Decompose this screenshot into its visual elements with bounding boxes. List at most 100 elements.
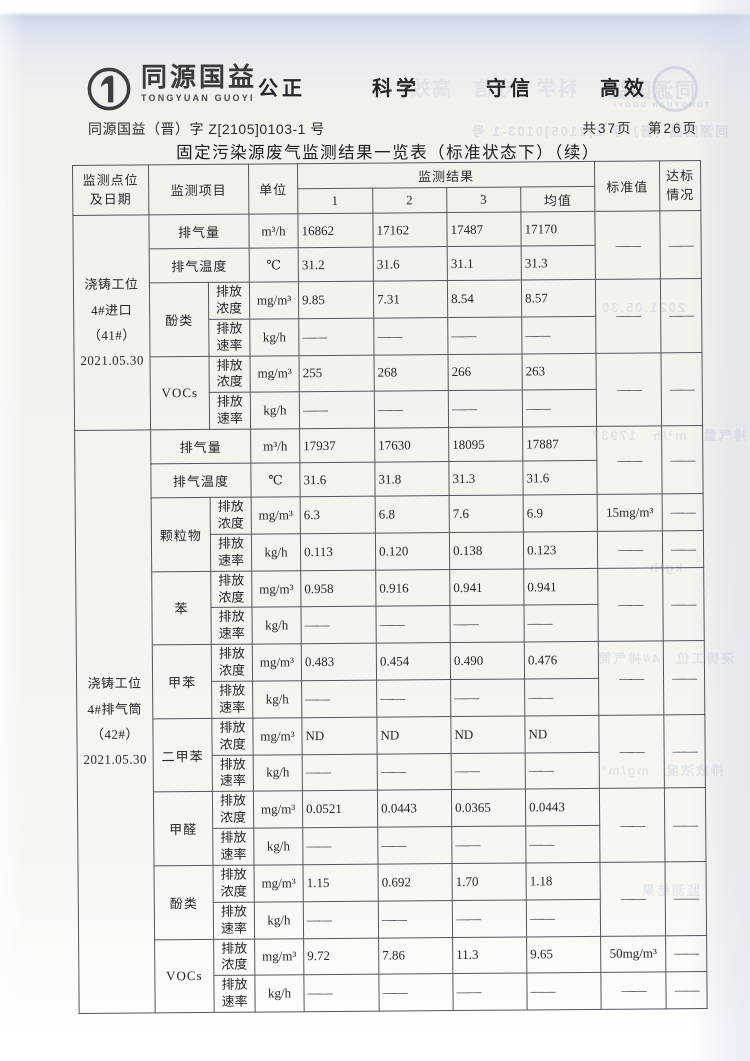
compliance-cell: —— (662, 530, 704, 568)
metric-label-cell: 排放 浓度 (213, 938, 255, 976)
unit-cell: m³/h (248, 213, 299, 249)
compliance-cell: —— (662, 493, 704, 531)
unit-cell: kg/h (251, 607, 302, 645)
value-cell: 255 (299, 354, 375, 393)
value-cell: —— (449, 605, 525, 643)
col-header-point: 监测点位 及日期 (72, 164, 149, 216)
value-cell: 0.138 (449, 531, 524, 570)
value-cell: —— (522, 389, 597, 428)
col-header-compliance: 达标 情况 (659, 160, 701, 211)
pollutant-name-cell: VOCs (150, 355, 210, 431)
compliance-cell: —— (660, 278, 703, 353)
slogan-science: 科学 (372, 78, 420, 100)
col-header-result-4: 均值 (520, 186, 595, 212)
item-cell: 排气量 (150, 429, 251, 465)
metric-label-cell: 排放 浓度 (210, 570, 252, 608)
value-cell: 9.72 (303, 937, 379, 975)
logo-text: 同源国益 (141, 62, 258, 92)
compliance-cell: —— (663, 714, 706, 789)
pollutant-name-cell: 颗粒物 (151, 497, 211, 572)
metric-label-cell: 排放 浓度 (210, 497, 252, 535)
value-cell: —— (376, 679, 451, 717)
metric-label-cell: 排放 浓度 (213, 865, 255, 903)
unit-cell: kg/h (249, 318, 300, 356)
value-cell: 18095 (448, 427, 523, 462)
value-cell: ND (376, 716, 452, 754)
value-cell: 0.490 (450, 642, 525, 680)
unit-cell: kg/h (252, 680, 302, 718)
unit-cell: kg/h (250, 392, 300, 430)
value-cell: 0.454 (376, 642, 451, 681)
location-cell: 浇铸工位 4#排气筒 （42#） 2021.05.30 (74, 430, 156, 1014)
value-cell: 266 (448, 353, 523, 391)
metric-label-cell: 排放 速率 (212, 828, 255, 866)
metric-label-cell: 排放 速率 (210, 607, 253, 645)
unit-cell: kg/h (253, 827, 304, 866)
value-cell: —— (299, 391, 375, 429)
value-cell: ND (301, 716, 378, 755)
value-cell: 0.113 (300, 533, 376, 571)
slogan-row: 公正 科学 守信 高效 (258, 72, 648, 101)
company-logo: 同源国益 TONGYUAN GUOYI (86, 62, 258, 114)
compliance-cell: —— (665, 935, 707, 973)
value-cell: —— (298, 317, 375, 356)
pollutant-name-cell: VOCs (154, 938, 215, 1013)
unit-cell: kg/h (254, 901, 304, 939)
standard-cell: —— (598, 641, 664, 716)
value-cell: 0.958 (300, 569, 376, 608)
compliance-cell: —— (661, 425, 704, 495)
value-cell: 7.31 (373, 280, 448, 318)
logo-subtext: TONGYUAN GUOYI (141, 93, 255, 104)
value-cell: —— (452, 973, 528, 1011)
value-cell: 1.15 (303, 864, 379, 902)
value-cell: 6.9 (523, 494, 598, 532)
standard-cell: —— (594, 210, 661, 280)
pollutant-name-cell: 二甲苯 (152, 718, 213, 793)
compliance-cell: —— (665, 971, 708, 1009)
unit-cell: ℃ (250, 462, 301, 498)
item-cell: 排气量 (148, 214, 250, 249)
value-cell: 17170 (520, 211, 596, 246)
value-cell: 17937 (299, 428, 375, 463)
standard-cell: —— (595, 278, 662, 353)
value-cell: —— (447, 316, 523, 355)
item-cell: 排气温度 (149, 248, 250, 283)
metric-label-cell: 排放 浓度 (212, 791, 254, 829)
value-cell: 9.65 (526, 935, 601, 974)
value-cell: 16862 (297, 213, 374, 248)
value-cell: —— (303, 974, 380, 1012)
col-header-unit: 单位 (248, 163, 298, 215)
value-cell: 9.85 (298, 281, 374, 319)
value-cell: 0.941 (523, 568, 599, 606)
unit-cell: kg/h (253, 754, 303, 792)
value-cell: —— (450, 678, 525, 717)
metric-label-cell: 排放 速率 (212, 754, 254, 792)
compliance-cell: —— (662, 567, 705, 642)
value-cell: —— (303, 900, 379, 939)
table-head: 监测点位 及日期 监测项目 单位 监测结果 标准值 达标 情况 1 2 3 均值 (72, 160, 701, 216)
value-cell: 263 (522, 352, 597, 391)
metric-label-cell: 排放 浓度 (211, 717, 254, 756)
value-cell: 0.0521 (302, 790, 378, 828)
unit-cell: mg/m³ (253, 791, 303, 829)
value-cell: 0.0443 (525, 788, 600, 827)
unit-cell: mg/m³ (254, 938, 304, 976)
value-cell: 0.476 (524, 641, 599, 679)
unit-cell: mg/m³ (251, 570, 301, 608)
value-cell: 7.6 (449, 495, 524, 533)
unit-cell: mg/m³ (254, 864, 304, 902)
col-header-item: 监测项目 (148, 164, 249, 215)
value-cell: —— (302, 753, 378, 792)
metric-label-cell: 排放 速率 (209, 392, 251, 430)
standard-cell: —— (600, 861, 666, 936)
value-cell: 6.3 (300, 496, 376, 534)
value-cell: 8.57 (521, 279, 596, 317)
value-cell: 31.8 (374, 461, 450, 497)
unit-cell: mg/m³ (250, 355, 300, 393)
value-cell: —— (526, 899, 601, 937)
value-cell: ND (524, 715, 600, 753)
col-header-standard: 标准值 (594, 160, 660, 212)
value-cell: 0.123 (523, 531, 598, 569)
unit-cell: mg/m³ (252, 643, 302, 682)
value-cell: —— (300, 606, 377, 644)
